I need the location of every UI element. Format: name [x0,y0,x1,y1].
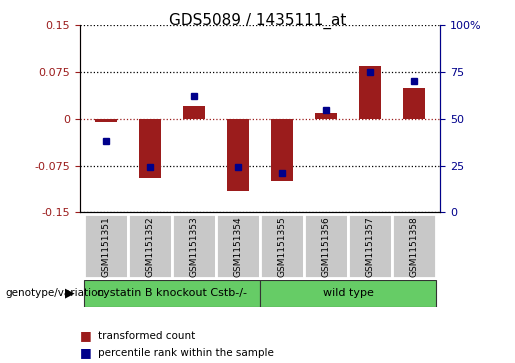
Bar [84,214,128,278]
Bar [183,106,205,119]
Text: GSM1151356: GSM1151356 [321,216,331,277]
Text: GSM1151351: GSM1151351 [101,216,111,277]
Text: GSM1151353: GSM1151353 [190,216,199,277]
Text: GSM1151358: GSM1151358 [409,216,419,277]
Bar [260,214,304,278]
Text: GSM1151354: GSM1151354 [234,216,243,277]
Text: GSM1151352: GSM1151352 [146,216,154,277]
Text: GSM1151355: GSM1151355 [278,216,286,277]
Bar [403,88,425,119]
Bar [128,214,172,278]
Text: ▶: ▶ [65,287,75,299]
Bar [139,119,161,178]
Bar [304,214,348,278]
Bar [260,280,436,307]
Text: transformed count: transformed count [98,331,195,341]
Bar [392,214,436,278]
Bar [216,214,260,278]
Bar [348,214,392,278]
Text: GSM1151357: GSM1151357 [366,216,374,277]
Text: wild type: wild type [322,288,373,298]
Bar [172,214,216,278]
Text: genotype/variation: genotype/variation [5,288,104,298]
Text: ■: ■ [80,346,92,359]
Bar [227,119,249,191]
Text: percentile rank within the sample: percentile rank within the sample [98,348,274,358]
Bar [84,280,260,307]
Bar [271,119,293,181]
Bar [359,66,381,119]
Bar [315,113,337,119]
Text: cystatin B knockout Cstb-/-: cystatin B knockout Cstb-/- [97,288,247,298]
Text: ■: ■ [80,329,92,342]
Text: GDS5089 / 1435111_at: GDS5089 / 1435111_at [169,13,346,29]
Bar [95,119,117,122]
